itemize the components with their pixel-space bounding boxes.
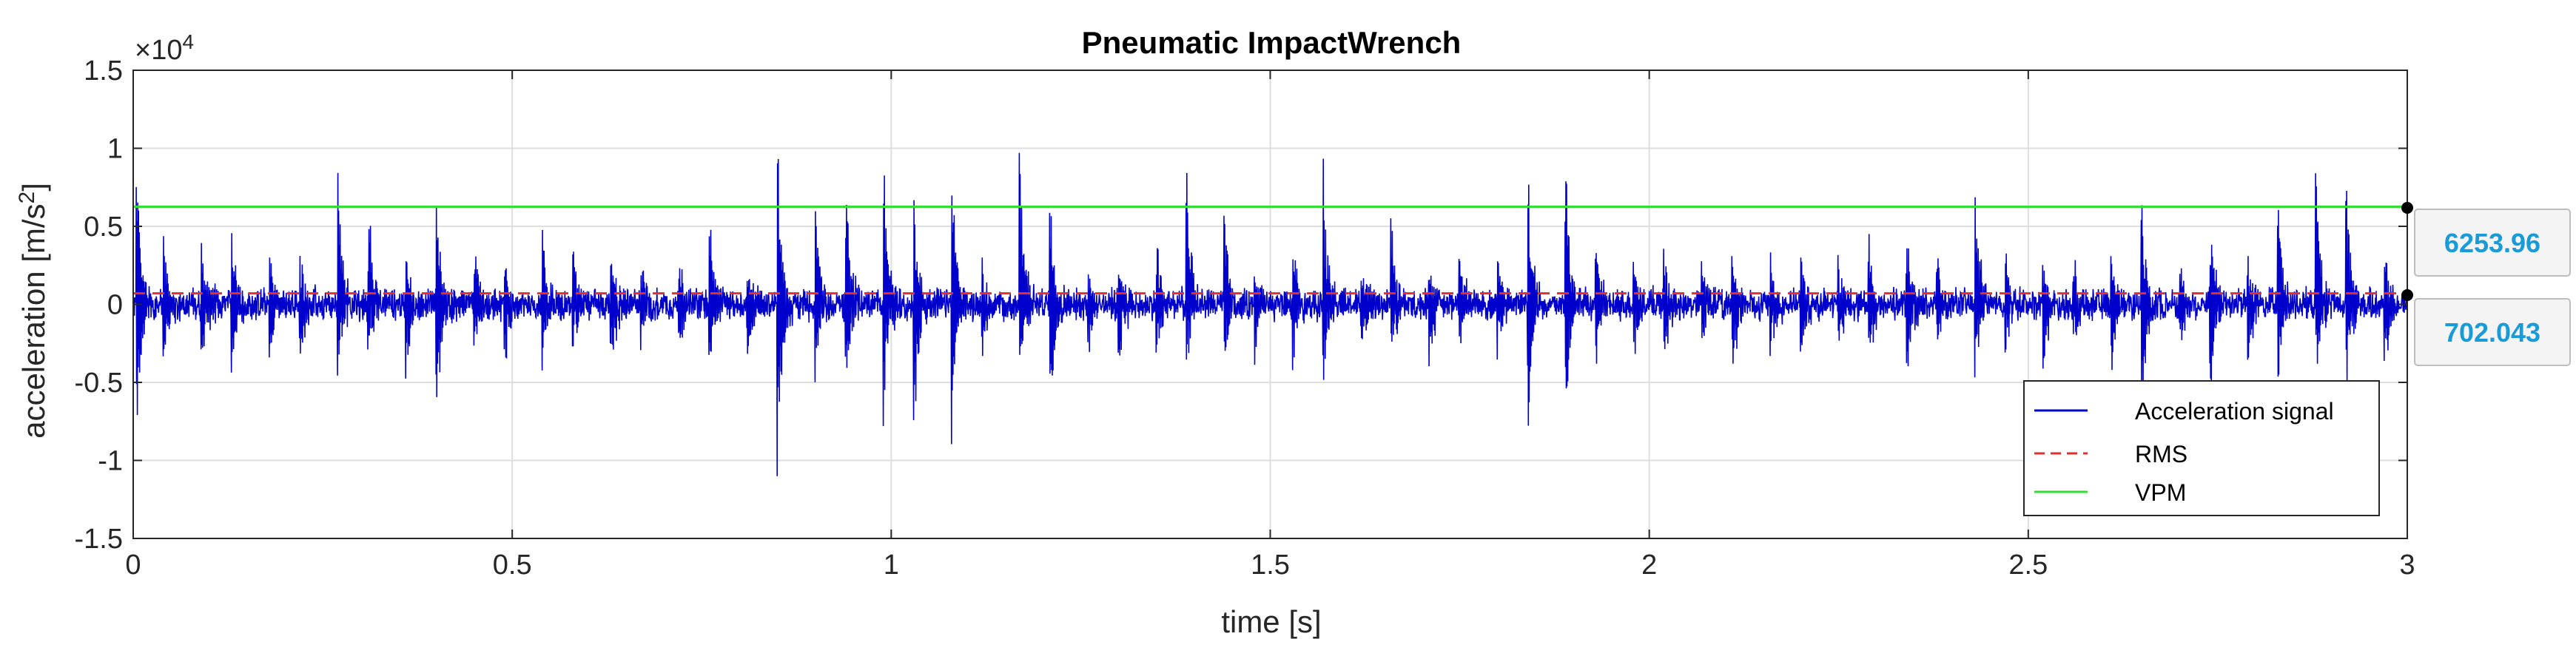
y-axis-label-text: acceleration [m/s xyxy=(16,203,51,438)
x-tick-label: 2 xyxy=(1641,550,1657,581)
plot-area xyxy=(132,152,2408,476)
datatip-vpm[interactable]: 6253.96 xyxy=(2401,202,2571,277)
series-acceleration-signal xyxy=(132,152,2408,476)
y-tick-label: 1 xyxy=(107,134,123,165)
chart-title: Pneumatic ImpactWrench xyxy=(1082,25,1462,60)
x-tick-label: 0 xyxy=(125,550,141,581)
legend-label-signal: Acceleration signal xyxy=(2135,398,2334,425)
svg-text:acceleration [m/s2]: acceleration [m/s2] xyxy=(15,183,51,439)
datatip-rms[interactable]: 702.043 xyxy=(2401,289,2571,366)
datatip-rms-box xyxy=(2414,298,2571,366)
legend-box xyxy=(2023,380,2380,516)
x-tick-label: 3 xyxy=(2399,550,2415,581)
datatip-vpm-marker xyxy=(2401,202,2413,214)
x-tick-label: 2.5 xyxy=(2008,550,2048,581)
datatip-rms-marker xyxy=(2401,289,2413,301)
datatip-vpm-box xyxy=(2414,209,2571,277)
y-tick-label: 0 xyxy=(107,290,123,321)
legend-label-rms: RMS xyxy=(2135,441,2187,467)
axes-box xyxy=(132,70,2408,539)
datatip-rms-label: 702.043 xyxy=(2444,317,2540,348)
y-tick-label: 0.5 xyxy=(84,212,123,243)
y-multiplier: ×104 xyxy=(135,30,194,66)
y-tick-label: 1.5 xyxy=(84,55,123,87)
legend-label-vpm: VPM xyxy=(2135,479,2186,506)
y-tick-label: -1 xyxy=(98,446,123,477)
x-tick-label: 1.5 xyxy=(1251,550,1290,581)
y-axis-label-exp: 2 xyxy=(15,192,39,204)
y-multiplier-base: ×10 xyxy=(135,35,182,66)
axes-ticks: 0 0.5 1 1.5 2 2.5 3 -1.5 -1 -0.5 0 0.5 1 1.5 xyxy=(75,55,2415,581)
y-axis-label-suffix: ] xyxy=(16,183,51,192)
svg-text:×104: ×104 xyxy=(135,30,194,66)
y-multiplier-exp: 4 xyxy=(182,30,194,53)
y-tick-label: -0.5 xyxy=(75,368,123,399)
y-tick-label: -1.5 xyxy=(75,524,123,555)
x-tick-label: 0.5 xyxy=(493,550,532,581)
datatip-vpm-label: 6253.96 xyxy=(2444,228,2540,258)
y-axis-label: acceleration [m/s2] xyxy=(15,183,51,439)
x-axis-label: time [s] xyxy=(1221,604,1321,639)
x-tick-label: 1 xyxy=(884,550,899,581)
legend: Acceleration signal RMS VPM xyxy=(2023,380,2380,516)
